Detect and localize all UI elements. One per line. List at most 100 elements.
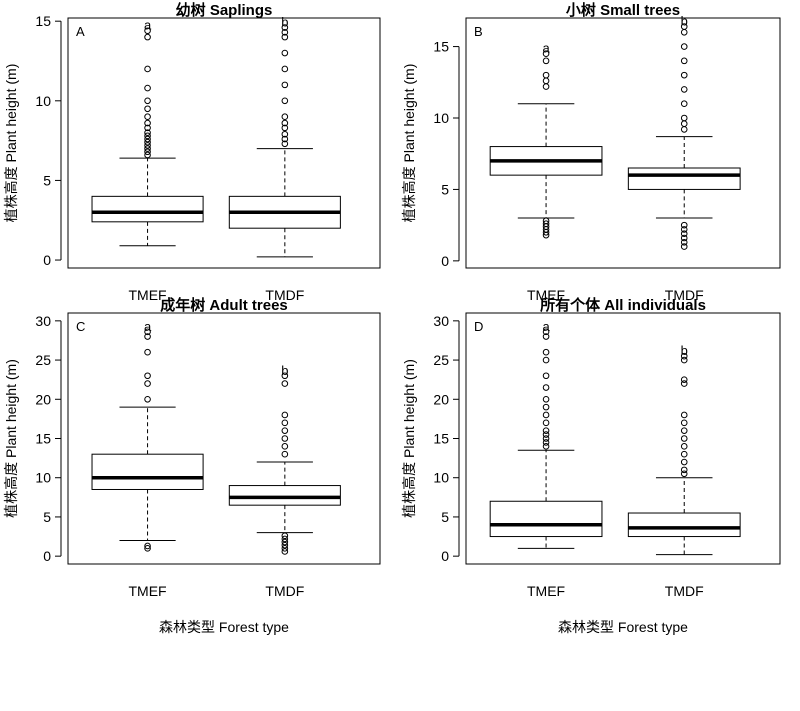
y-axis-title: 植株高度 Plant height (m)	[3, 64, 19, 223]
outlier-point	[144, 27, 151, 35]
outlier-point	[542, 372, 550, 380]
y-tick-label: 5	[43, 172, 51, 188]
y-axis-title: 植株高度 Plant height (m)	[401, 359, 417, 518]
y-tick-label: 10	[35, 470, 51, 486]
outlier-point	[281, 119, 289, 127]
x-axis-title: 森林类型 Forest type	[159, 619, 289, 635]
outlier-point	[680, 352, 688, 360]
outlier-point	[144, 97, 151, 105]
significance-letter: b	[681, 14, 688, 29]
y-tick-label: 5	[441, 181, 449, 197]
outlier-point	[680, 23, 688, 30]
outlier-point	[680, 376, 688, 383]
y-tick-label: 15	[35, 431, 51, 447]
y-tick-label: 0	[441, 253, 449, 269]
outlier-point	[680, 435, 688, 442]
box-tmdf: b	[228, 15, 341, 258]
box-tmef: a	[489, 41, 603, 239]
outlier-point	[680, 411, 688, 419]
panel-title: 成年树 Adult trees	[160, 296, 288, 314]
x-axis-title: 森林类型 Forest type	[558, 619, 688, 635]
outlier-point	[542, 50, 550, 58]
plot-frame	[465, 17, 781, 269]
outlier-point	[680, 100, 688, 108]
y-tick-label: 10	[35, 93, 51, 109]
x-category-label: TMDF	[265, 583, 304, 599]
box-tmdf: b	[627, 14, 741, 250]
box-tmef: a	[91, 18, 204, 247]
outlier-point	[542, 403, 550, 411]
outlier-point	[281, 24, 289, 31]
iqr-box	[627, 167, 741, 190]
outlier-point	[144, 328, 151, 336]
plot-frame	[67, 312, 381, 565]
outlier-point	[542, 439, 550, 446]
outlier-point	[281, 450, 289, 458]
chart-panel-b: 0 5 10 15 植株高度 Plant height (m) B 小树 Small tre…	[401, 1, 781, 303]
outlier-point	[144, 65, 151, 73]
outlier-point	[680, 450, 688, 458]
y-tick-label: 0	[43, 252, 51, 268]
outlier-point	[281, 372, 289, 380]
chart-panel-d: 0 5 10 15 20 25 30 植株高度 Plant height (m) D 所有个体 A…	[401, 296, 781, 635]
outlier-point	[542, 71, 550, 79]
iqr-box	[91, 195, 204, 223]
y-tick-label: 25	[35, 352, 51, 368]
outlier-point	[680, 234, 688, 242]
outlier-point	[542, 217, 550, 225]
outlier-point	[281, 419, 289, 427]
outlier-point	[680, 43, 688, 50]
panel-letter: C	[76, 319, 85, 334]
outlier-point	[281, 33, 289, 41]
panel-title-en: All individuals	[604, 297, 706, 314]
iqr-box	[489, 500, 603, 538]
panel-letter: D	[474, 319, 483, 334]
outlier-point	[542, 77, 550, 85]
outlier-point	[144, 119, 151, 127]
chart-panel-a: 0 5 10 15 植株高度 Plant height (m) A 幼树 Saplings a…	[3, 1, 381, 303]
outlier-point	[281, 81, 289, 89]
outlier-point	[542, 384, 550, 391]
outlier-point	[281, 97, 289, 105]
outlier-point	[144, 372, 151, 380]
plot-frame	[67, 17, 381, 269]
outlier-point	[144, 33, 151, 41]
box-tmdf: b	[627, 343, 741, 556]
outlier-point	[144, 395, 151, 403]
outlier-point	[542, 395, 550, 403]
outlier-point	[680, 466, 688, 474]
outlier-point	[144, 151, 151, 159]
significance-letter: a	[144, 18, 152, 33]
panel-title-cn: 幼树	[176, 1, 210, 19]
outlier-point	[542, 356, 550, 364]
y-tick-label: 0	[441, 548, 449, 564]
outlier-point	[144, 135, 151, 143]
panel-title-en: Saplings	[210, 2, 273, 19]
y-tick-label: 0	[43, 548, 51, 564]
outlier-point	[680, 28, 688, 36]
significance-letter: b	[681, 343, 688, 358]
outlier-point	[680, 243, 688, 250]
outlier-point	[144, 542, 151, 550]
y-tick-label: 15	[433, 431, 449, 447]
outlier-point	[542, 348, 550, 356]
outlier-point	[144, 333, 151, 340]
outlier-point	[680, 443, 688, 450]
outlier-point	[281, 140, 289, 148]
outlier-point	[281, 130, 289, 138]
y-tick-label: 20	[433, 391, 449, 407]
box-tmef: a	[91, 319, 204, 552]
outlier-point	[281, 538, 289, 546]
panel-title-cn: 小树	[566, 1, 600, 19]
y-tick-label: 10	[433, 470, 449, 486]
iqr-box	[228, 485, 341, 506]
outlier-point	[144, 138, 151, 146]
outlier-point	[144, 148, 151, 156]
outlier-point	[281, 548, 289, 555]
outlier-point	[281, 65, 289, 73]
outlier-point	[144, 105, 151, 113]
outlier-point	[542, 333, 550, 340]
outlier-point	[281, 541, 289, 549]
outlier-point	[144, 132, 151, 140]
